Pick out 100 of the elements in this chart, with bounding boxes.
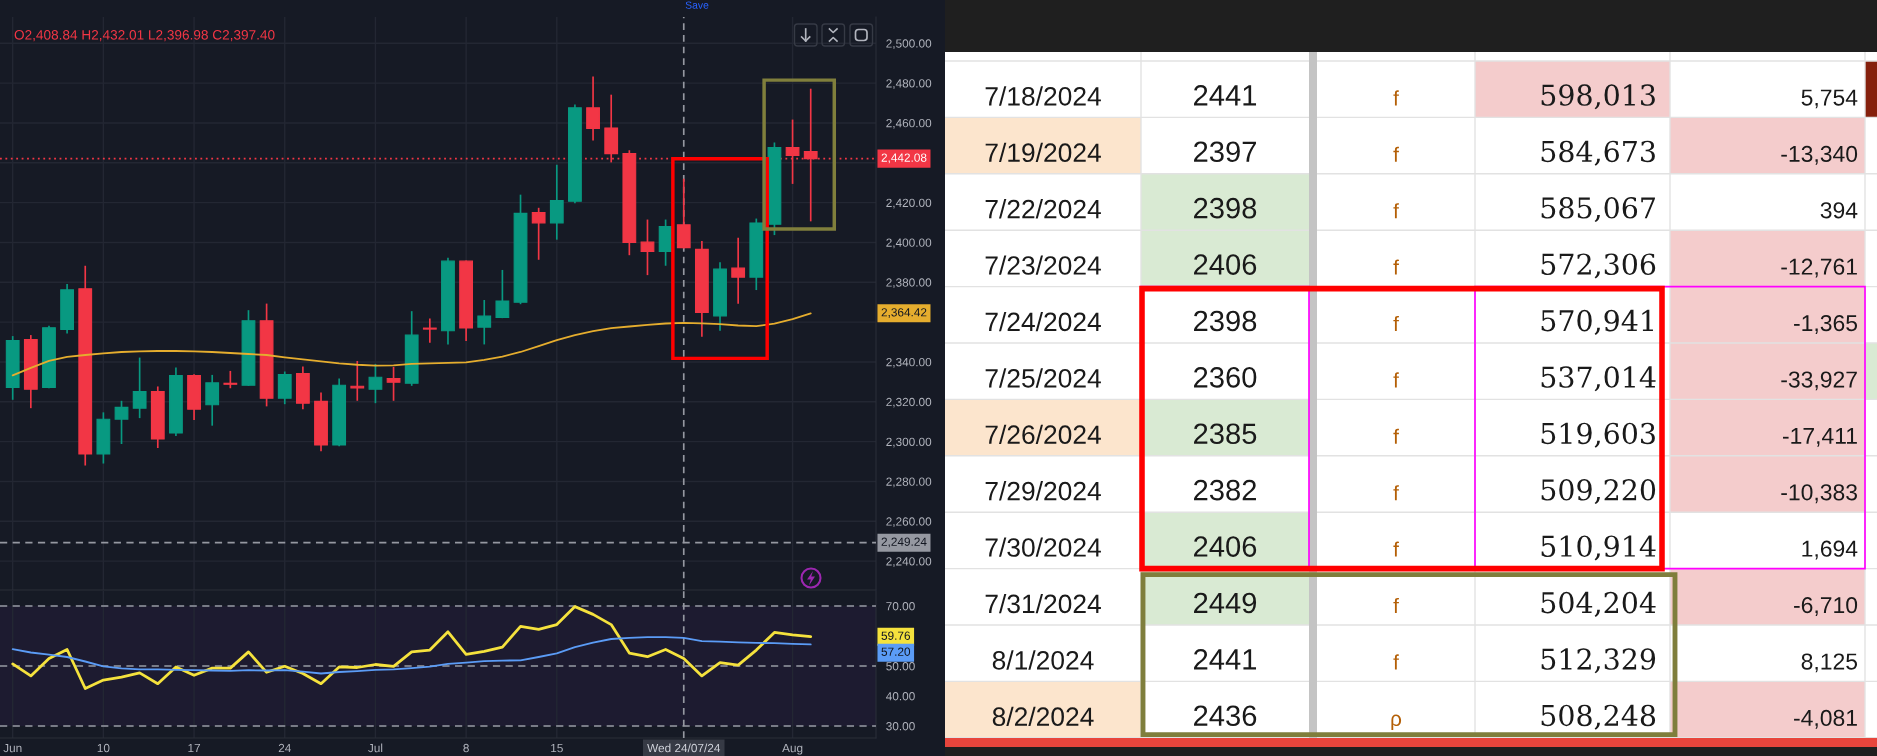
- text: 5,754: [1801, 89, 1858, 109]
- text: 2449: [1194, 592, 1257, 614]
- text: 519,603: [1541, 422, 1655, 448]
- y-tick-label: 50.00: [886, 662, 915, 671]
- text: 7/18/2024: [985, 86, 1101, 106]
- text: 1,694: [1802, 540, 1858, 560]
- candlestick: [640, 218, 655, 276]
- text: f: [1393, 485, 1399, 501]
- x-tick-label: Jul: [368, 743, 383, 753]
- text: 7/25/2024: [985, 368, 1101, 388]
- text: 584,673: [1541, 140, 1655, 166]
- text: 512,329: [1541, 648, 1656, 674]
- y-tick-label: 2,260.00: [886, 517, 932, 528]
- line-series: [11, 312, 812, 377]
- text: 2441: [1194, 85, 1257, 106]
- candlestick: [586, 75, 600, 142]
- text: 2436: [1194, 705, 1257, 727]
- text: 57.20: [881, 647, 911, 656]
- text: f: [1393, 541, 1399, 557]
- text: 508,248: [1541, 704, 1656, 730]
- y-tick-label: 2,380.00: [886, 278, 932, 289]
- candlestick: [114, 399, 129, 445]
- text: f: [1393, 90, 1399, 106]
- candlestick: [422, 317, 437, 344]
- candlestick: [205, 374, 220, 427]
- text: ρ: [1391, 714, 1402, 731]
- ref-line-label: 2,442.08: [881, 153, 927, 164]
- text: 2398: [1194, 310, 1257, 332]
- candlestick: [676, 177, 691, 250]
- candlestick: [731, 236, 746, 305]
- y-tick-label: 2,420.00: [886, 198, 932, 209]
- x-tick-label: Aug: [782, 743, 803, 755]
- candlestick: [386, 366, 401, 402]
- text: 7/29/2024: [985, 481, 1101, 501]
- line-series: [11, 605, 813, 690]
- text: 7/31/2024: [985, 593, 1101, 614]
- x-tick-label: 24: [278, 743, 291, 753]
- x-tick-label: 17: [188, 743, 201, 753]
- y-tick-label: 2,500.00: [886, 39, 932, 50]
- y-tick-label: 2,320.00: [886, 397, 932, 408]
- y-tick-label: 2,300.00: [886, 437, 932, 448]
- text: 394: [1820, 202, 1858, 219]
- annotation: O2,408.84 H2,432.01 L2,396.98 C2,397.40: [14, 30, 275, 42]
- candlestick: [549, 163, 564, 241]
- text: 510,914: [1541, 535, 1656, 561]
- text: 7/26/2024: [985, 424, 1101, 445]
- text: 2360: [1194, 367, 1257, 388]
- text: 2382: [1194, 479, 1256, 501]
- line-series: [11, 636, 812, 675]
- text: f: [1393, 654, 1399, 670]
- x-tick-label: 8: [463, 743, 469, 753]
- candlestick: [277, 370, 292, 406]
- candlestick: [531, 206, 546, 261]
- text: -6,710: [1794, 597, 1858, 616]
- text: f: [1393, 428, 1399, 444]
- text: Save: [685, 1, 709, 9]
- text: -10,383: [1781, 484, 1857, 504]
- text: -17,411: [1782, 428, 1857, 447]
- text: 2406: [1194, 536, 1257, 557]
- candlestick: [368, 363, 383, 405]
- candlestick: [132, 356, 147, 419]
- text: 7/19/2024: [985, 142, 1101, 163]
- x-tick-label: 15: [551, 743, 563, 753]
- ref-line-label: 2,249.24: [881, 537, 927, 548]
- y-tick-label: 2,280.00: [886, 477, 932, 488]
- text: 59.76: [881, 631, 911, 640]
- text: 7/30/2024: [985, 537, 1101, 557]
- text: 570,941: [1541, 309, 1653, 335]
- x-tick-label: Jun: [3, 743, 22, 753]
- y-tick-label: 40.00: [885, 692, 915, 701]
- text: 509,220: [1541, 479, 1656, 505]
- text: -4,081: [1794, 709, 1857, 729]
- text: f: [1393, 146, 1399, 162]
- text: 2406: [1194, 254, 1257, 275]
- text: 504,204: [1541, 591, 1656, 617]
- text: f: [1393, 315, 1399, 331]
- candlestick: [477, 299, 492, 346]
- y-tick-label: 2,240.00: [886, 557, 932, 567]
- text: 7/23/2024: [985, 255, 1101, 275]
- y-tick-label: 70.00: [886, 602, 915, 611]
- text: 572,306: [1541, 253, 1656, 279]
- text: -1,365: [1794, 315, 1858, 334]
- text: 7/22/2024: [985, 199, 1101, 219]
- text: 8/1/2024: [992, 650, 1094, 670]
- text: 2441: [1194, 649, 1257, 670]
- y-tick-label: 30.00: [886, 722, 915, 731]
- text: 2,364.42: [881, 308, 927, 318]
- text: 585,067: [1541, 197, 1655, 223]
- text: 7/24/2024: [985, 311, 1101, 332]
- candlestick: [495, 269, 510, 319]
- text: -12,761: [1781, 258, 1857, 278]
- text: f: [1393, 259, 1399, 275]
- text: f: [1393, 372, 1399, 388]
- text: 537,014: [1541, 366, 1656, 392]
- y-tick-label: 2,340.00: [886, 357, 932, 368]
- text: f: [1393, 203, 1399, 219]
- text: 598,013: [1541, 84, 1655, 110]
- x-tick-label: Wed 24/07/24: [647, 743, 721, 753]
- text: -13,340: [1781, 145, 1858, 165]
- y-tick-label: 2,400.00: [886, 238, 932, 249]
